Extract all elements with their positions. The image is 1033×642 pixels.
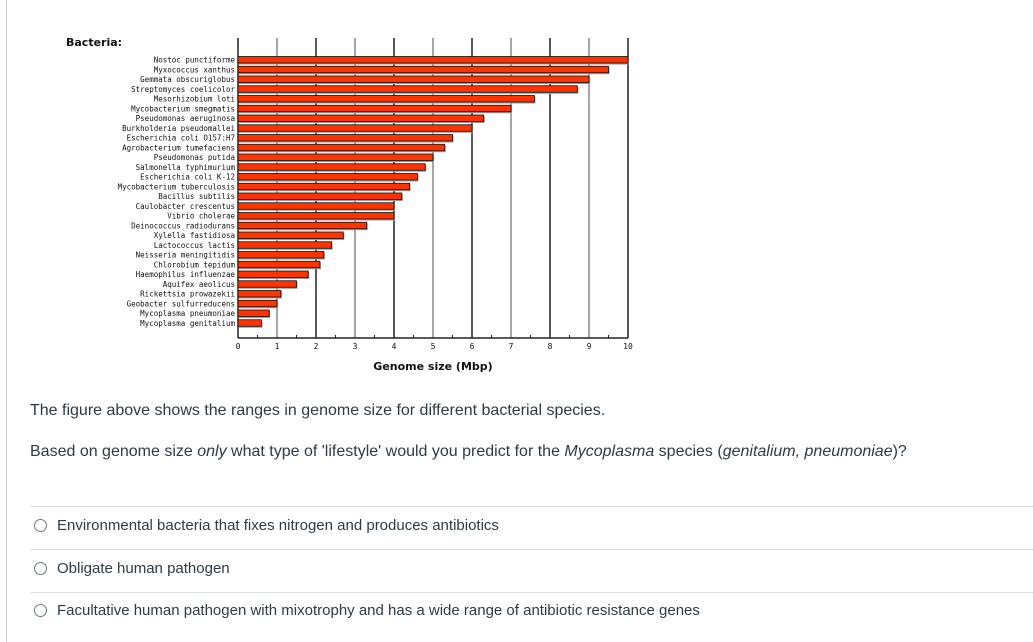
category-label: Geobacter sulfurreducens bbox=[127, 299, 235, 308]
prompt-emphasis: only bbox=[197, 443, 227, 460]
bar bbox=[237, 65, 609, 74]
category-label: Escherichia coli O157:H7 bbox=[127, 134, 235, 143]
bar bbox=[237, 153, 434, 161]
bar bbox=[237, 290, 282, 298]
prompt-text: )? bbox=[892, 443, 907, 460]
divider bbox=[30, 592, 1033, 593]
category-label: Salmonella typhimurium bbox=[136, 163, 236, 172]
x-tick-label: 6 bbox=[470, 342, 475, 351]
x-tick-label: 7 bbox=[509, 342, 514, 351]
radio-button[interactable] bbox=[34, 519, 47, 532]
category-label: Mesorhizobium loti bbox=[154, 95, 235, 104]
option-label: Obligate human pathogen bbox=[57, 560, 230, 577]
bar bbox=[237, 56, 629, 64]
divider bbox=[30, 506, 1033, 507]
bar bbox=[237, 104, 512, 113]
bar bbox=[237, 270, 309, 278]
category-label: Aquifex aeolicus bbox=[163, 280, 235, 289]
bar bbox=[237, 221, 368, 230]
x-tick-label: 5 bbox=[431, 342, 436, 351]
answer-option-1[interactable]: Environmental bacteria that fixes nitrog… bbox=[34, 517, 499, 534]
x-tick-label: 3 bbox=[353, 342, 358, 351]
option-label: Environmental bacteria that fixes nitrog… bbox=[57, 517, 499, 534]
category-label: Mycoplasma pneumoniae bbox=[140, 309, 235, 318]
category-label: Lactococcus lactis bbox=[154, 241, 235, 250]
bar bbox=[237, 173, 418, 181]
category-label: Vibrio cholerae bbox=[167, 212, 235, 221]
bar bbox=[237, 309, 270, 317]
bar bbox=[237, 212, 395, 220]
bar bbox=[237, 251, 325, 259]
bar bbox=[237, 134, 453, 142]
bar bbox=[237, 114, 485, 122]
prompt-emphasis: Mycoplasma bbox=[564, 443, 655, 460]
bar bbox=[237, 231, 344, 239]
category-label: Pseudomonas aeruginosa bbox=[136, 114, 235, 123]
x-tick-label: 2 bbox=[314, 342, 319, 351]
bar bbox=[237, 202, 395, 210]
chart-title: Bacteria: bbox=[66, 36, 122, 49]
x-tick-label: 1 bbox=[275, 342, 280, 351]
category-label: Streptomyces coelicolor bbox=[131, 85, 235, 94]
bar bbox=[237, 143, 446, 152]
category-label: Escherichia coli K-12 bbox=[140, 173, 235, 182]
category-label: Deinococcus radiodurans bbox=[131, 221, 235, 230]
x-tick-label: 9 bbox=[587, 342, 592, 351]
bar bbox=[237, 75, 590, 83]
bar bbox=[237, 241, 332, 249]
x-tick-label: 0 bbox=[236, 342, 241, 351]
category-label: Myxococcus xanthus bbox=[154, 65, 235, 74]
bar bbox=[237, 280, 297, 288]
category-label: Agrobacterium tumefaciens bbox=[122, 143, 235, 152]
radio-button[interactable] bbox=[34, 562, 47, 575]
category-label: Gemmata obscuriglobus bbox=[140, 75, 235, 84]
bar bbox=[237, 124, 473, 132]
left-border bbox=[6, 0, 7, 642]
category-label: Haemophilus influenzae bbox=[136, 270, 236, 279]
category-label: Chlorobium tepidum bbox=[154, 260, 236, 269]
bar bbox=[237, 95, 535, 103]
x-tick-label: 10 bbox=[623, 342, 633, 351]
bar bbox=[237, 299, 278, 308]
bar bbox=[237, 163, 426, 171]
bar bbox=[237, 85, 578, 93]
prompt-text: what type of 'lifestyle' would you predi… bbox=[226, 443, 565, 460]
category-label: Xylella fastidiosa bbox=[154, 231, 235, 240]
x-tick-label: 4 bbox=[392, 342, 397, 351]
divider bbox=[30, 549, 1033, 550]
category-label: Neisseria meningitidis bbox=[136, 251, 235, 260]
bar bbox=[237, 319, 262, 327]
question-intro: The figure above shows the ranges in gen… bbox=[30, 402, 606, 419]
category-label: Mycobacterium tuberculosis bbox=[118, 182, 235, 191]
category-label: Mycobacterium smegmatis bbox=[131, 104, 235, 113]
category-label: Caulobacter crescentus bbox=[136, 202, 235, 211]
category-label: Bacillus subtilis bbox=[158, 192, 235, 201]
category-label: Burkholderia pseudomallei bbox=[122, 124, 235, 133]
prompt-text: species ( bbox=[654, 443, 723, 460]
category-label: Mycoplasma genitalium bbox=[140, 319, 235, 328]
category-label: Nostoc punctiforme bbox=[154, 56, 236, 65]
bar bbox=[237, 260, 321, 269]
answer-option-3[interactable]: Facultative human pathogen with mixotrop… bbox=[34, 602, 700, 619]
category-label: Pseudomonas putida bbox=[154, 153, 235, 162]
option-label: Facultative human pathogen with mixotrop… bbox=[57, 602, 700, 619]
genome-size-chart: Bacteria: Genome size (Mbp) 0 1 2 3 4 5 6 7 8 9 10… bbox=[66, 36, 633, 373]
x-axis-label: Genome size (Mbp) bbox=[373, 360, 492, 373]
bar bbox=[237, 182, 411, 191]
x-tick-label: 8 bbox=[548, 342, 553, 351]
prompt-emphasis: genitalium, pneumoniae bbox=[722, 443, 893, 460]
prompt-text: Based on genome size bbox=[30, 443, 198, 460]
radio-button[interactable] bbox=[34, 604, 47, 617]
question-prompt: Based on genome size only what type of '… bbox=[30, 443, 907, 461]
answer-option-2[interactable]: Obligate human pathogen bbox=[34, 560, 230, 577]
category-label: Rickettsia prowazekii bbox=[140, 290, 235, 299]
bar bbox=[237, 192, 403, 200]
